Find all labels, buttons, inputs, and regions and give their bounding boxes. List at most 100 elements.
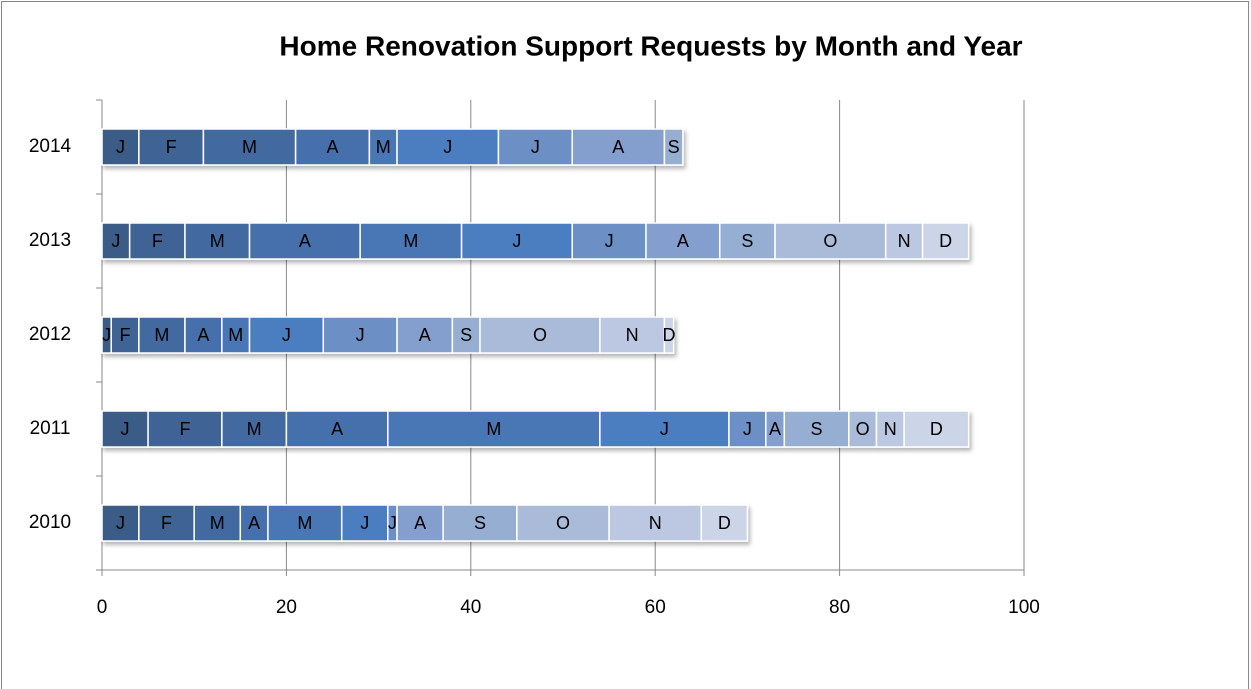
bar-segment (903, 410, 970, 448)
segment-label: S (668, 137, 680, 157)
segment-label: J (743, 419, 752, 439)
segment-label: J (356, 325, 365, 345)
bar-segment (340, 504, 389, 542)
segment-label: N (626, 325, 639, 345)
segment-label: J (531, 137, 540, 157)
segment-label: S (741, 231, 753, 251)
segment-label: M (210, 513, 225, 533)
segment-label: F (152, 231, 163, 251)
bar-segment (138, 316, 186, 354)
x-tick-label: 60 (645, 597, 666, 618)
bar-segment (138, 128, 205, 166)
bar-segment (239, 504, 269, 542)
segment-label: F (166, 137, 177, 157)
bar-segment (663, 128, 684, 166)
bar-segment (663, 316, 675, 354)
segment-label: O (533, 325, 547, 345)
segment-label: J (660, 419, 669, 439)
segment-label: M (210, 231, 225, 251)
bar-segment (101, 222, 131, 260)
bar-segment (884, 222, 924, 260)
segment-label: A (331, 419, 343, 439)
bars (101, 128, 970, 542)
segment-label: J (102, 325, 111, 345)
x-tick-label: 80 (829, 597, 850, 618)
x-tick-label: 20 (276, 597, 297, 618)
bar-segment (128, 222, 186, 260)
bar-row (101, 504, 749, 542)
bar-segment (184, 222, 251, 260)
bar-row (101, 128, 684, 166)
bar-segment (110, 316, 140, 354)
bar-row (101, 222, 970, 260)
segment-label: D (939, 231, 952, 251)
bar-segment (774, 222, 887, 260)
segment-label: M (154, 325, 169, 345)
segment-label: A (414, 513, 426, 533)
bar-segment (202, 128, 297, 166)
segment-label: A (197, 325, 209, 345)
segment-label: J (111, 231, 120, 251)
bar-row (101, 316, 675, 354)
segment-label: S (811, 419, 823, 439)
bar-segment (451, 316, 481, 354)
y-tick-label: 2012 (29, 324, 71, 345)
segment-label: M (247, 419, 262, 439)
bar-segment (497, 128, 573, 166)
segment-label: F (120, 325, 131, 345)
x-tick-label: 40 (460, 597, 481, 618)
bar-segment (387, 410, 601, 448)
bar-segment (396, 128, 500, 166)
segment-label: D (930, 419, 943, 439)
segment-label: M (486, 419, 501, 439)
segment-label: J (512, 231, 521, 251)
segment-label: M (242, 137, 257, 157)
bar-segment (359, 222, 463, 260)
bar-segment (571, 128, 666, 166)
bar-segment (516, 504, 610, 542)
segment-label: J (121, 419, 130, 439)
bar-segment (783, 410, 850, 448)
segment-label: N (898, 231, 911, 251)
bar-segment (571, 222, 647, 260)
bar-segment (848, 410, 878, 448)
bar-segment (101, 410, 149, 448)
chart-title: Home Renovation Support Requests by Mont… (279, 30, 1022, 61)
segment-label: A (419, 325, 431, 345)
x-tick-label: 0 (97, 597, 108, 618)
bar-segment (184, 316, 223, 354)
bar-segment (718, 222, 776, 260)
bar-segment (147, 410, 223, 448)
segment-label: O (556, 513, 570, 533)
y-tick-label: 2014 (29, 136, 72, 157)
bar-row (101, 410, 970, 448)
segment-label: N (884, 419, 897, 439)
bar-segment (599, 316, 666, 354)
segment-label: J (443, 137, 452, 157)
segment-label: J (360, 513, 369, 533)
segment-label: J (388, 513, 397, 533)
bar-segment (921, 222, 970, 260)
bar-segment (460, 222, 573, 260)
bar-segment (101, 128, 140, 166)
bar-segment (101, 504, 140, 542)
segment-label: S (460, 325, 472, 345)
segment-label: M (403, 231, 418, 251)
segment-label: D (718, 513, 731, 533)
segment-label: A (677, 231, 689, 251)
segment-label: M (228, 325, 243, 345)
bar-segment (700, 504, 749, 542)
x-tick-label: 100 (1008, 597, 1040, 618)
segment-label: J (116, 513, 125, 533)
bar-segment (645, 222, 721, 260)
bar-segment (479, 316, 601, 354)
bar-segment (285, 410, 389, 448)
segment-label: S (474, 513, 486, 533)
bar-segment (193, 504, 242, 542)
bar-segment (221, 410, 288, 448)
segment-label: J (605, 231, 614, 251)
segment-label: M (297, 513, 312, 533)
